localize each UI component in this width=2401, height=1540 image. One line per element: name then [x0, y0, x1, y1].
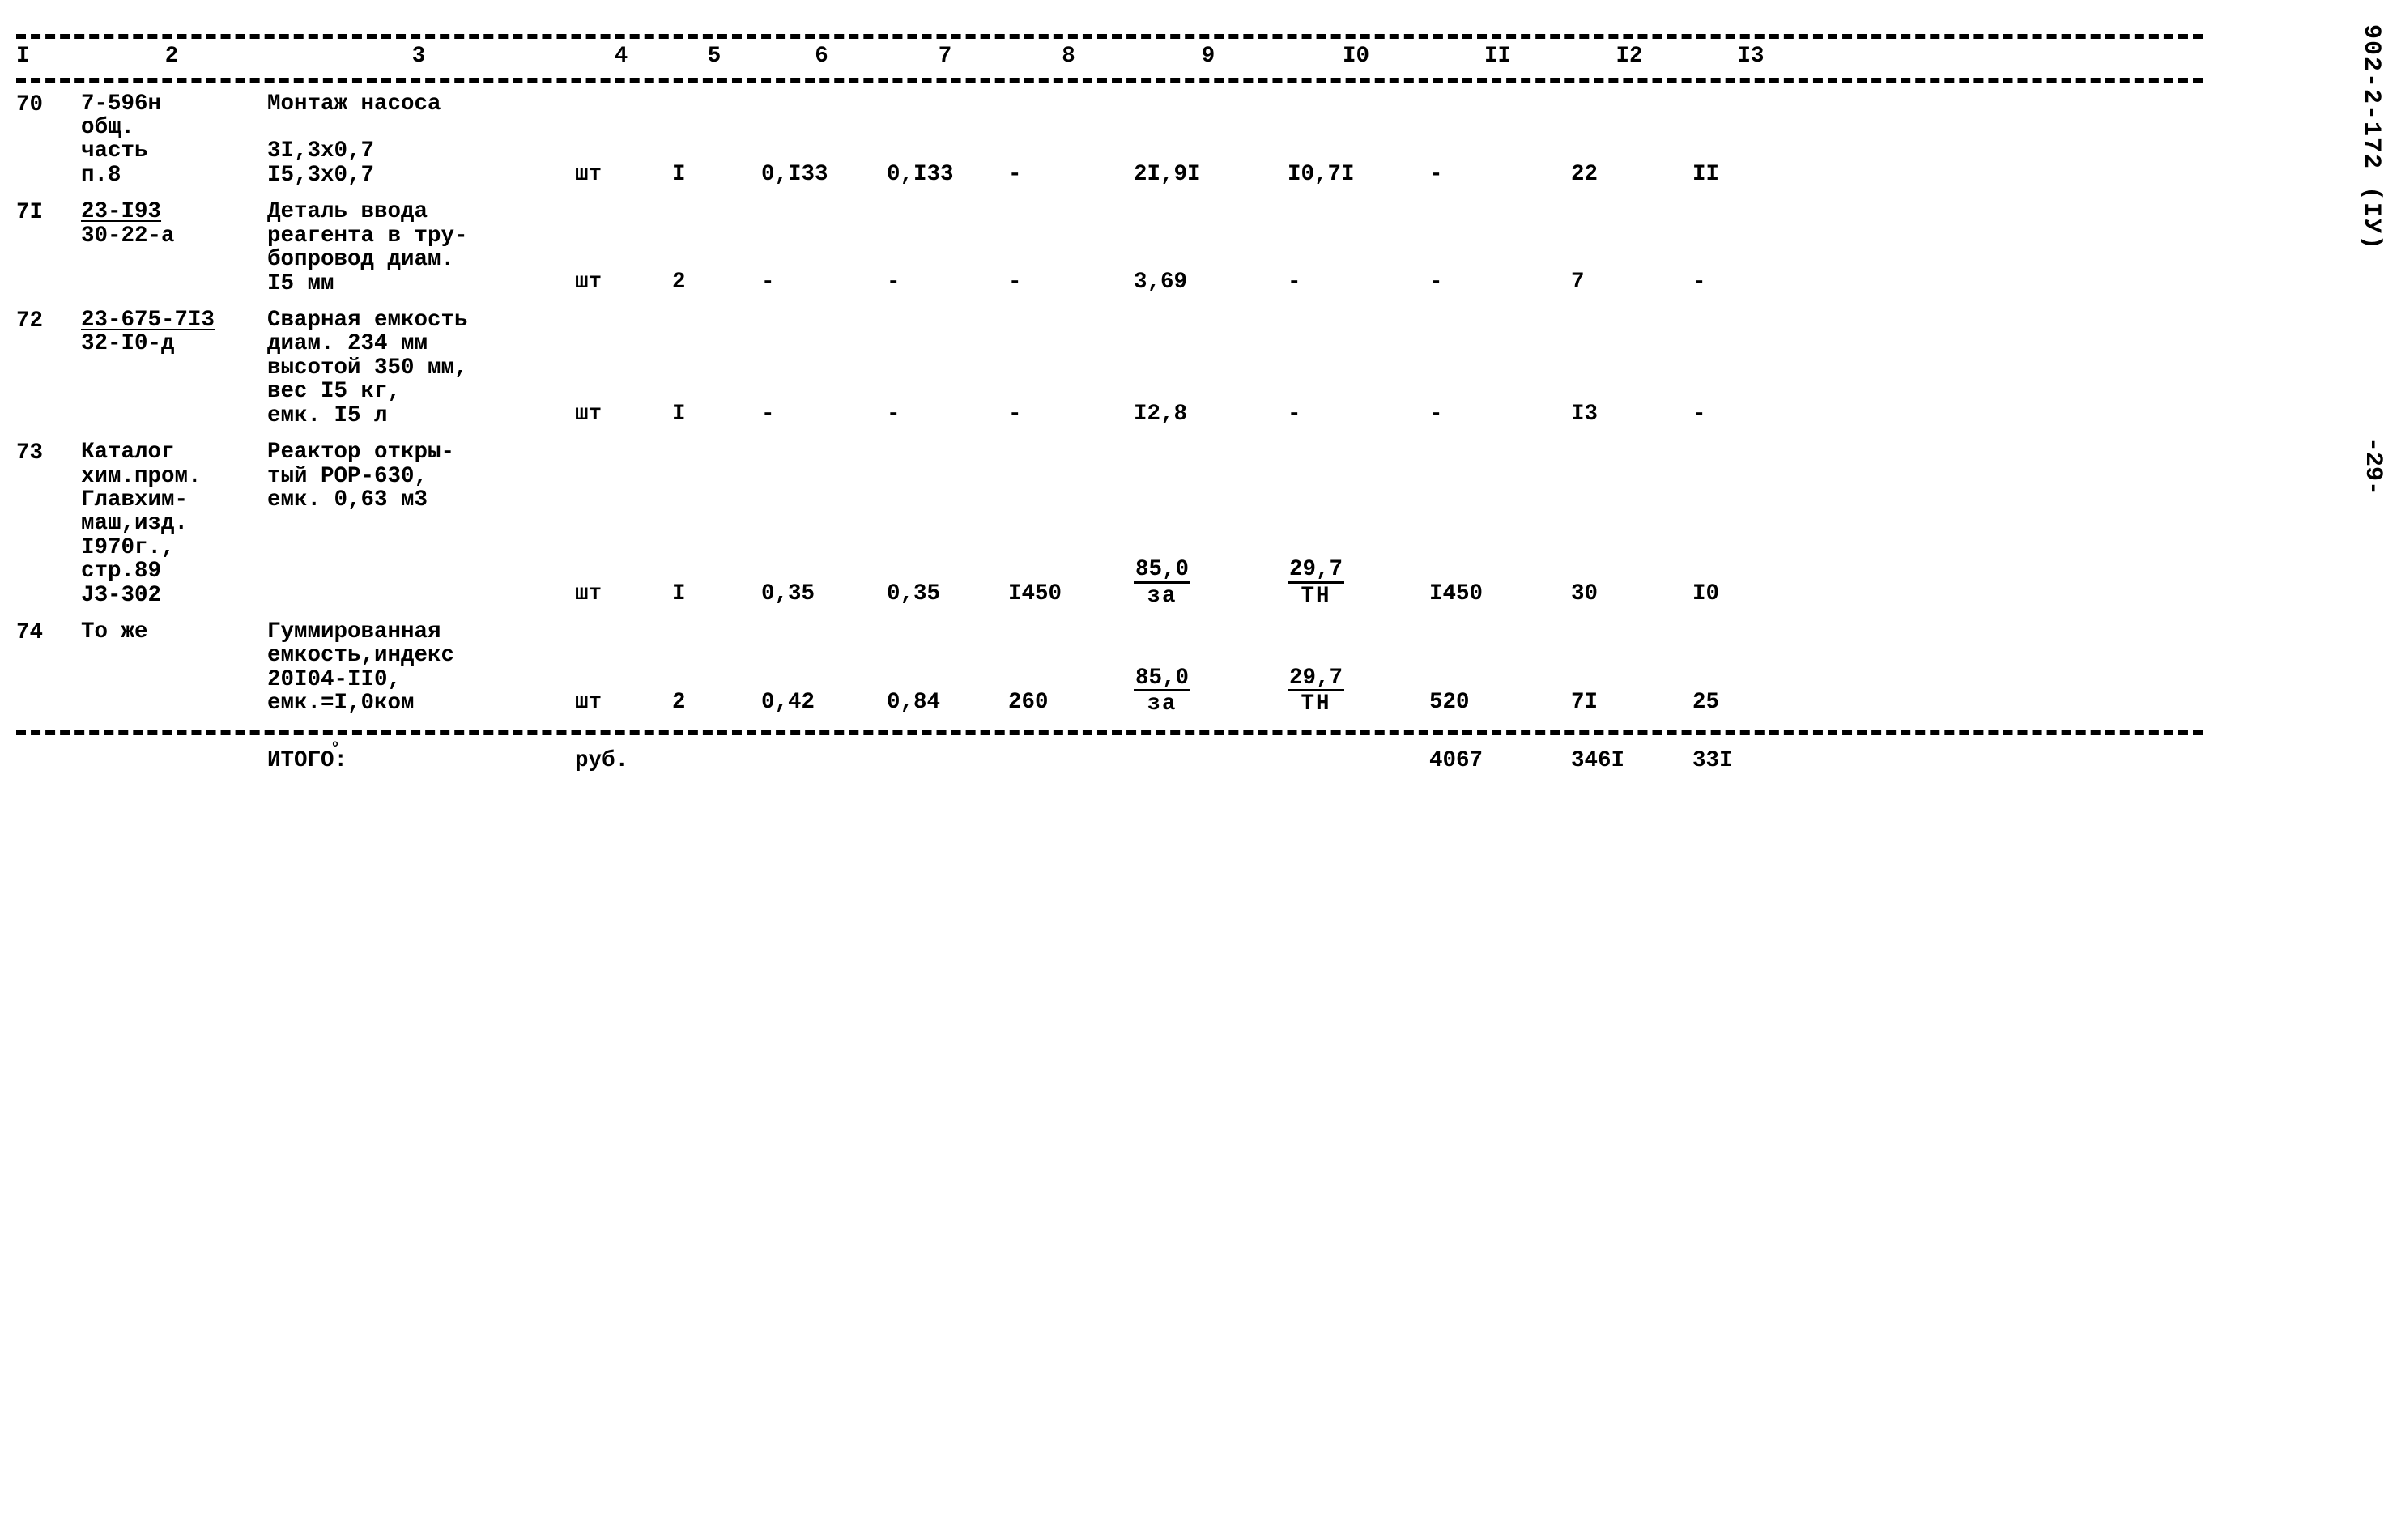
row-c8: 260	[1008, 690, 1134, 716]
separator-header	[16, 78, 2203, 83]
row-c7: -	[887, 270, 1008, 296]
row-c5: I	[672, 402, 761, 428]
row-c12: 7	[1571, 270, 1692, 296]
row-c7: 0,84	[887, 690, 1008, 716]
row-c10: 29,7ТН	[1288, 667, 1429, 716]
row-desc: Сварная емкостьдиам. 234 ммвысотой 350 м…	[267, 308, 575, 428]
row-num: 73	[16, 440, 81, 466]
col-header-9: 9	[1134, 44, 1288, 70]
row-num: 70	[16, 92, 81, 118]
row-c13: I0	[1692, 581, 1814, 607]
total-label: ° ИТОГО:	[267, 748, 575, 774]
row-ref: То же	[81, 620, 267, 644]
col-header-6: 6	[761, 44, 887, 70]
row-num: 7I	[16, 200, 81, 226]
total-unit: руб.	[575, 748, 672, 774]
row-c10: -	[1288, 270, 1429, 296]
row-c8: I450	[1008, 581, 1134, 607]
row-c9: I2,8	[1134, 402, 1288, 428]
col-header-2: 2	[81, 44, 267, 70]
row-c11: -	[1429, 402, 1571, 428]
col-header-13: I3	[1692, 44, 1814, 70]
row-num: 74	[16, 620, 81, 646]
row-c5: 2	[672, 690, 761, 716]
col-header-4: 4	[575, 44, 672, 70]
row-c13: II	[1692, 162, 1814, 188]
row-ref: 23-675-7I332-I0-д	[81, 308, 267, 356]
table-row: 707-596нобщ.частьп.8Монтаж насоса 3I,3x0…	[16, 87, 2203, 196]
total-c13: 33I	[1692, 748, 1814, 774]
row-c4: шт	[575, 270, 672, 296]
row-c9: 85,0за	[1134, 559, 1288, 607]
row-c12: I3	[1571, 402, 1692, 428]
col-header-5: 5	[672, 44, 761, 70]
row-c8: -	[1008, 162, 1134, 188]
row-ref: 7-596нобщ.частьп.8	[81, 92, 267, 188]
col-header-3: 3	[267, 44, 575, 70]
row-c4: шт	[575, 162, 672, 188]
row-c13: -	[1692, 270, 1814, 296]
col-header-8: 8	[1008, 44, 1134, 70]
row-c10: I0,7I	[1288, 162, 1429, 188]
table-row: 7I23-I9330-22-аДеталь вводареагента в тр…	[16, 195, 2203, 304]
row-c4: шт	[575, 690, 672, 716]
row-c4: шт	[575, 402, 672, 428]
table-row: 74То жеГуммированнаяемкость,индекс20I04-…	[16, 615, 2203, 724]
data-table: I 2 3 4 5 6 7 8 9 I0 II I2 I3 707-596ноб…	[16, 34, 2203, 781]
row-c13: -	[1692, 402, 1814, 428]
row-c9: 3,69	[1134, 270, 1288, 296]
row-ref: 23-I9330-22-а	[81, 200, 267, 248]
row-c12: 30	[1571, 581, 1692, 607]
row-c9: 2I,9I	[1134, 162, 1288, 188]
row-c11: -	[1429, 162, 1571, 188]
table-row: 73Каталогхим.пром.Главхим-маш,изд.I970г.…	[16, 436, 2203, 615]
row-c11: 520	[1429, 690, 1571, 716]
col-header-10: I0	[1288, 44, 1429, 70]
row-c13: 25	[1692, 690, 1814, 716]
row-c12: 7I	[1571, 690, 1692, 716]
row-desc: Реактор откры-тый РОР-630,емк. 0,63 м3	[267, 440, 575, 512]
row-c6: 0,I33	[761, 162, 887, 188]
col-header-7: 7	[887, 44, 1008, 70]
total-c11: 4067	[1429, 748, 1571, 774]
row-desc: Монтаж насоса 3I,3x0,7I5,3x0,7	[267, 92, 575, 188]
row-c5: 2	[672, 270, 761, 296]
separator-top	[16, 34, 2203, 39]
page-side-label: 902-2-172 (IУ)	[2357, 24, 2386, 251]
col-header-11: II	[1429, 44, 1571, 70]
row-c9: 85,0за	[1134, 667, 1288, 716]
col-header-1: I	[16, 44, 81, 70]
row-c7: 0,35	[887, 581, 1008, 607]
row-c7: 0,I33	[887, 162, 1008, 188]
row-c11: I450	[1429, 581, 1571, 607]
table-row: 7223-675-7I332-I0-дСварная емкостьдиам. …	[16, 304, 2203, 436]
row-c11: -	[1429, 270, 1571, 296]
row-ref: Каталогхим.пром.Главхим-маш,изд.I970г.,с…	[81, 440, 267, 607]
table-header-row: I 2 3 4 5 6 7 8 9 I0 II I2 I3	[16, 44, 2203, 71]
row-c10: -	[1288, 402, 1429, 428]
col-header-12: I2	[1571, 44, 1692, 70]
row-c12: 22	[1571, 162, 1692, 188]
row-c8: -	[1008, 402, 1134, 428]
row-c5: I	[672, 581, 761, 607]
table-total-row: ° ИТОГО: руб. 4067 346I 33I	[16, 740, 2203, 782]
page-number-side: -29-	[2359, 437, 2387, 496]
row-c8: -	[1008, 270, 1134, 296]
row-c4: шт	[575, 581, 672, 607]
row-c10: 29,7ТН	[1288, 559, 1429, 607]
row-c6: 0,42	[761, 690, 887, 716]
separator-total	[16, 730, 2203, 735]
row-c6: -	[761, 402, 887, 428]
row-num: 72	[16, 308, 81, 334]
row-desc: Гуммированнаяемкость,индекс20I04-II0,емк…	[267, 620, 575, 716]
row-c6: 0,35	[761, 581, 887, 607]
total-c12: 346I	[1571, 748, 1692, 774]
row-c7: -	[887, 402, 1008, 428]
row-desc: Деталь вводареагента в тру-бопровод диам…	[267, 200, 575, 296]
row-c5: I	[672, 162, 761, 188]
row-c6: -	[761, 270, 887, 296]
